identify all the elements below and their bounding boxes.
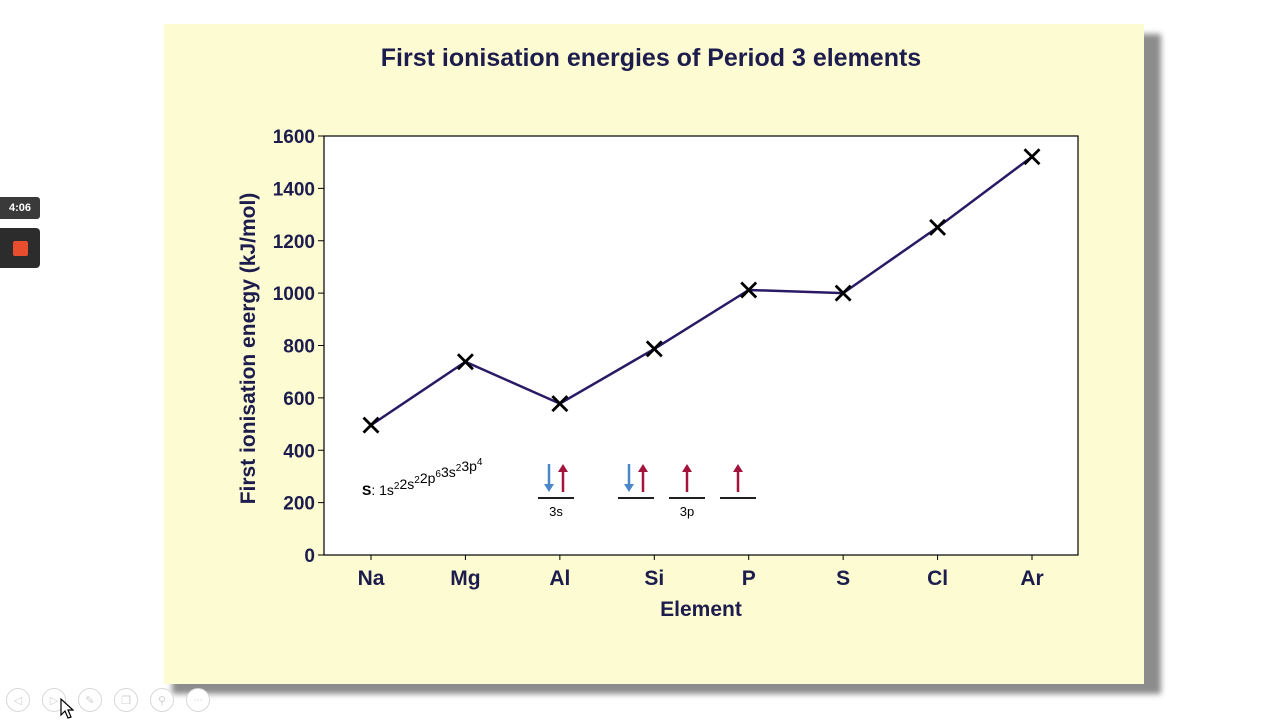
x-tick-label: S — [836, 567, 850, 590]
y-tick-label: 200 — [283, 494, 315, 515]
data-point-p — [740, 281, 758, 299]
stop-recording-button[interactable] — [0, 228, 40, 268]
data-point-si — [645, 340, 663, 358]
x-tick-label: Ar — [1020, 567, 1043, 590]
more-options-button[interactable]: ∙∙∙ — [186, 688, 210, 712]
x-tick-label: Mg — [450, 567, 480, 590]
previous-slide-button[interactable]: ◁ — [6, 688, 30, 712]
data-point-mg — [456, 353, 474, 371]
y-tick-label: 400 — [283, 441, 315, 462]
y-tick-label: 0 — [304, 546, 315, 567]
y-axis-label: First ionisation energy (kJ/mol) — [237, 193, 260, 505]
spin-down-arrowhead — [624, 484, 634, 492]
x-tick-label: Na — [358, 567, 385, 590]
orbital-label: 3p — [680, 504, 694, 519]
x-tick-label: Al — [549, 567, 570, 590]
slide: First ionisation energies of Period 3 el… — [164, 24, 1144, 684]
zoom-button[interactable]: ⚲ — [150, 688, 174, 712]
plot-area — [323, 135, 1079, 556]
pen-tool-button[interactable]: ✎ — [78, 688, 102, 712]
x-tick-label: Si — [644, 567, 664, 590]
y-tick-label: 1600 — [273, 127, 315, 148]
spin-down-arrowhead — [544, 484, 554, 492]
data-point-cl — [929, 218, 947, 236]
x-tick-label: P — [742, 567, 756, 590]
x-tick-label: Cl — [927, 567, 948, 590]
data-point-ar — [1023, 148, 1041, 166]
data-point-s — [834, 284, 852, 302]
spin-up-arrowhead — [682, 464, 692, 472]
electron-configuration: S: 1s22s22p63s23p4 — [362, 457, 483, 498]
recording-timer: 4:06 — [0, 197, 40, 219]
spin-up-arrowhead — [638, 464, 648, 472]
y-tick-label: 1200 — [273, 232, 315, 253]
data-point-al — [551, 395, 569, 413]
orbital-label: 3s — [549, 504, 563, 519]
y-tick-label: 600 — [283, 389, 315, 410]
ionisation-chart: First ionisation energies of Period 3 el… — [237, 44, 1079, 621]
slides-overview-button[interactable]: ❐ — [114, 688, 138, 712]
y-tick-label: 800 — [283, 337, 315, 358]
spin-up-arrowhead — [733, 464, 743, 472]
series-line — [370, 155, 1033, 427]
slideshow-toolbar: ◁ ▷ ✎ ❐ ⚲ ∙∙∙ — [6, 688, 210, 714]
mouse-cursor-icon — [60, 698, 74, 719]
x-axis-label: Element — [660, 598, 742, 621]
stop-icon — [12, 240, 28, 256]
y-tick-label: 1000 — [273, 284, 315, 305]
data-point-na — [362, 416, 380, 434]
chart-title: First ionisation energies of Period 3 el… — [381, 44, 921, 72]
y-tick-label: 1400 — [273, 179, 315, 200]
spin-up-arrowhead — [558, 464, 568, 472]
